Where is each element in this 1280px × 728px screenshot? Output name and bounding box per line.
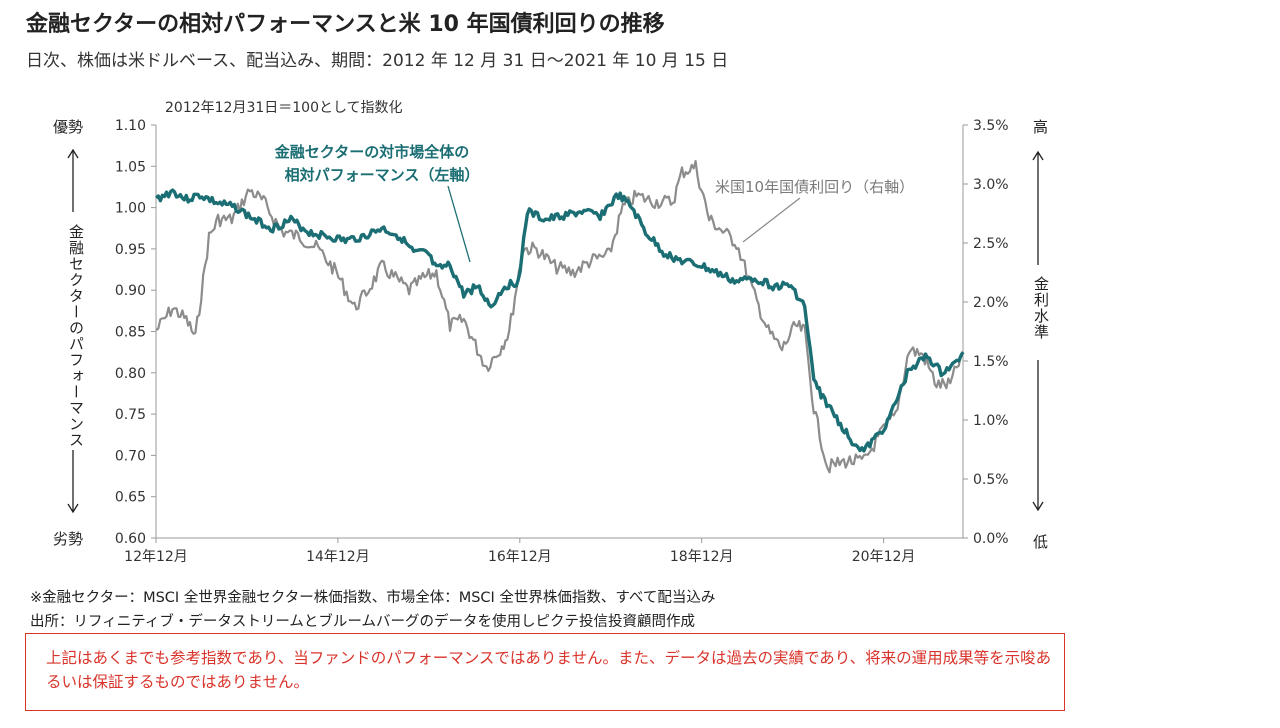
left-axis-top-word: 優勢 [53,118,84,136]
left-tick-label: 1.00 [115,201,146,217]
right-tick-label: 1.0% [973,413,1009,429]
relative-series-leader [447,185,471,263]
chart-title: 金融セクターの相対パフォーマンスと米 10 年国債利回りの推移 [26,12,665,37]
relative-series-label-line2: 相対パフォーマンス（左軸） [285,166,480,184]
left-tick-label: 0.75 [115,407,146,423]
left-tick-label: 0.70 [115,448,146,464]
right-axis-top-word: 高 [1033,118,1049,136]
right-tick-label: 0.0% [973,531,1009,547]
relative-series-label-line1: 金融セクターの対市場全体の [274,143,469,161]
right-tick-label: 2.0% [973,295,1009,311]
disclaimer-box: 上記はあくまでも参考指数であり、当ファンドのパフォーマンスではありません。また、… [25,633,1065,711]
right-tick-label: 3.0% [973,177,1009,193]
yield-series-line [155,160,964,474]
right-tick-label: 0.5% [973,472,1009,488]
left-tick-label: 0.60 [115,531,146,547]
left-down-arrow-head [67,503,79,514]
left-tick-label: 0.80 [115,366,146,382]
left-tick-label: 0.90 [115,283,146,299]
chart-subtitle: 日次、株価は米ドルベース、配当込み、期間：2012 年 12 月 31 日～20… [26,51,729,71]
right-axis-label: 金利水準 [1032,276,1050,340]
left-tick-label: 0.95 [115,242,146,258]
x-tick-label: 12年12月 [124,549,188,565]
right-up-arrow-head [1032,150,1044,161]
footnote-definitions: ※金融セクター：MSCI 全世界金融セクター株価指数、市場全体：MSCI 全世界… [30,590,716,606]
index-note: 2012年12月31日＝100として指数化 [165,100,403,116]
left-up-arrow-head [67,148,79,159]
right-tick-label: 2.5% [973,236,1009,252]
right-tick-label: 3.5% [973,118,1009,134]
x-tick-label: 20年12月 [852,549,916,565]
left-tick-label: 1.05 [115,159,146,175]
left-axis-label: 金融セクターのパフォーマンス [67,224,85,448]
left-tick-label: 0.85 [115,325,146,341]
right-down-arrow-head [1032,501,1044,512]
left-tick-label: 0.65 [115,490,146,506]
left-tick-label: 1.10 [115,118,146,134]
x-tick-label: 16年12月 [488,549,552,565]
footnote-source: 出所：リフィニティブ・データストリームとブルームバーグのデータを使用しピクテ投信… [30,614,695,630]
yield-series-leader [742,197,801,243]
right-axis-bottom-word: 低 [1033,533,1049,551]
x-tick-label: 18年12月 [670,549,734,565]
right-tick-label: 1.5% [973,354,1009,370]
left-axis-bottom-word: 劣勢 [53,530,84,548]
yield-series-label: 米国10年国債利回り（右軸） [715,178,914,196]
relative-performance-series-line [155,188,965,453]
x-tick-label: 14年12月 [306,549,370,565]
